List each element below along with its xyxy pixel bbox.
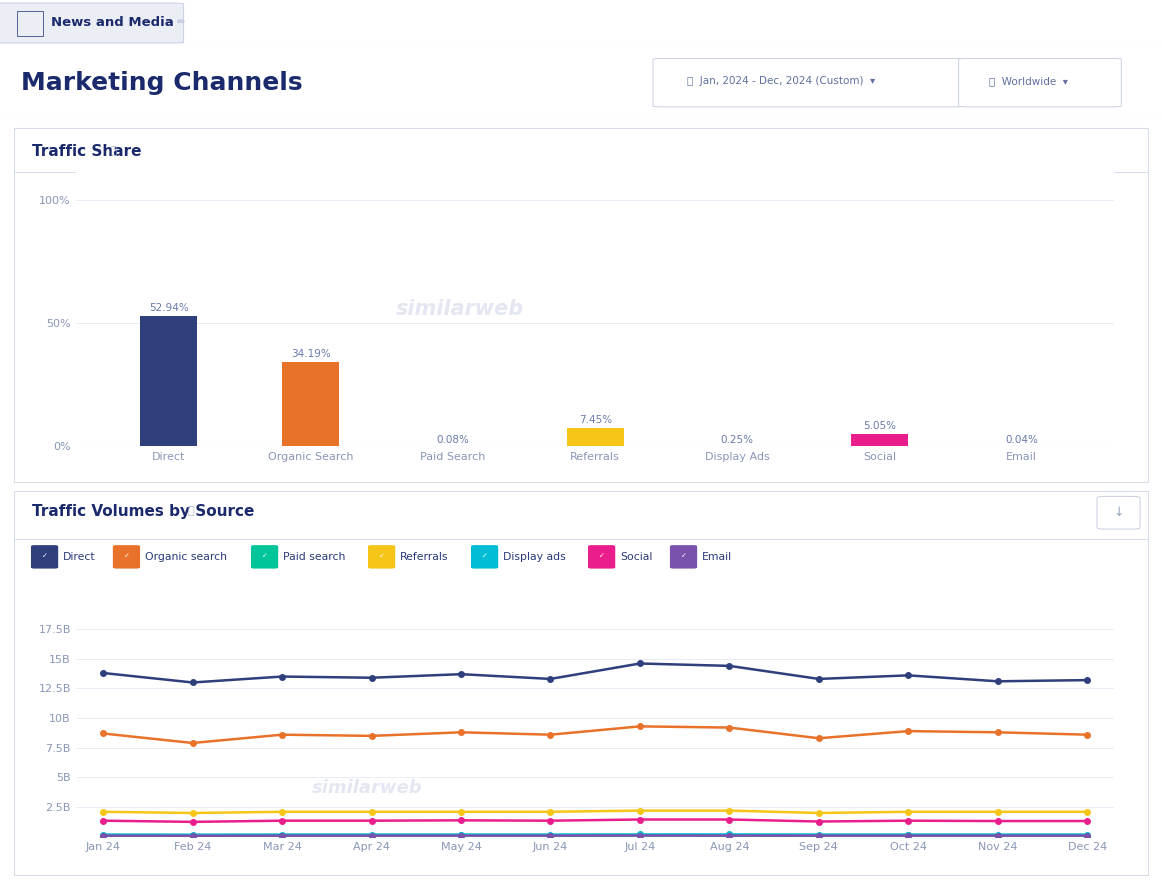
Text: ✓: ✓ (598, 553, 604, 560)
Text: Marketing Channels: Marketing Channels (21, 71, 302, 95)
Text: Paid search: Paid search (282, 552, 345, 562)
Bar (141, 316, 198, 446)
Text: ⓘ: ⓘ (187, 506, 194, 516)
Text: ✏: ✏ (177, 17, 185, 27)
Text: similarweb: similarweb (396, 299, 524, 318)
FancyBboxPatch shape (31, 545, 58, 568)
Text: Organic search: Organic search (144, 552, 227, 562)
FancyBboxPatch shape (368, 545, 395, 568)
Text: Traffic Volumes by Source: Traffic Volumes by Source (33, 504, 254, 519)
Text: ✓: ✓ (681, 553, 687, 560)
Text: Email: Email (702, 552, 732, 562)
Text: Social: Social (619, 552, 652, 562)
Text: ↓: ↓ (1113, 507, 1124, 520)
Text: 7.45%: 7.45% (579, 415, 611, 425)
Text: ✓: ✓ (261, 553, 267, 560)
Text: ⓘ: ⓘ (110, 146, 117, 156)
FancyBboxPatch shape (653, 58, 964, 107)
Text: 52.94%: 52.94% (149, 303, 188, 313)
Text: 34.19%: 34.19% (290, 349, 331, 359)
FancyBboxPatch shape (1097, 497, 1140, 529)
Text: 📅  Jan, 2024 - Dec, 2024 (Custom)  ▾: 📅 Jan, 2024 - Dec, 2024 (Custom) ▾ (687, 76, 875, 86)
Text: Direct: Direct (63, 552, 95, 562)
Bar (851, 434, 908, 446)
Bar (17, 11, 43, 36)
Text: ✓: ✓ (379, 553, 385, 560)
Text: ✓: ✓ (42, 553, 48, 560)
FancyBboxPatch shape (113, 545, 141, 568)
Text: 0.04%: 0.04% (1005, 435, 1038, 446)
Text: Display ads: Display ads (503, 552, 566, 562)
Text: ✓: ✓ (123, 553, 129, 560)
FancyBboxPatch shape (588, 545, 615, 568)
Bar (567, 428, 624, 446)
FancyBboxPatch shape (471, 545, 498, 568)
FancyBboxPatch shape (959, 58, 1121, 107)
Text: Referrals: Referrals (400, 552, 449, 562)
Text: 0.08%: 0.08% (437, 435, 469, 446)
Text: 0.25%: 0.25% (720, 435, 754, 445)
FancyBboxPatch shape (251, 545, 278, 568)
FancyBboxPatch shape (670, 545, 697, 568)
Text: News and Media: News and Media (51, 16, 174, 28)
Text: 5.05%: 5.05% (863, 421, 896, 431)
FancyBboxPatch shape (0, 3, 184, 43)
Text: Traffic Share: Traffic Share (33, 144, 142, 159)
Text: 🌐  Worldwide  ▾: 🌐 Worldwide ▾ (989, 76, 1068, 86)
Bar (282, 362, 339, 446)
Text: similarweb: similarweb (311, 779, 422, 796)
Text: ✓: ✓ (482, 553, 488, 560)
